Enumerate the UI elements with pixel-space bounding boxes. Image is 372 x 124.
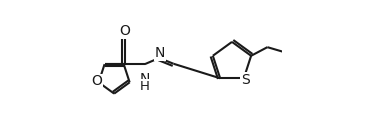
Text: H: H xyxy=(140,80,150,93)
Text: O: O xyxy=(91,74,102,88)
Text: N: N xyxy=(140,72,150,86)
Text: N: N xyxy=(155,46,165,60)
Text: O: O xyxy=(119,24,130,38)
Text: S: S xyxy=(241,73,250,87)
